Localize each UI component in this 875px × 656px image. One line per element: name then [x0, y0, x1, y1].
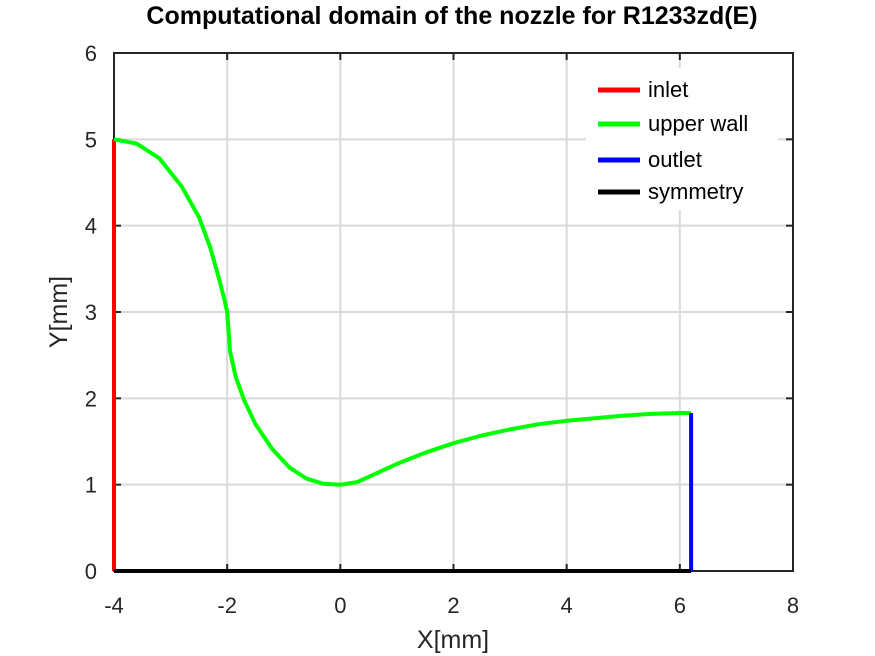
- legend-label-upper-wall: upper wall: [648, 111, 748, 136]
- y-tick-label: 4: [85, 214, 97, 239]
- x-tick-label: 6: [674, 593, 686, 618]
- series-line-upper-wall: [113, 137, 692, 487]
- y-tick-label: 1: [85, 473, 97, 498]
- y-tick-label: 5: [85, 127, 97, 152]
- x-tick-label: 2: [447, 593, 459, 618]
- legend-label-inlet: inlet: [648, 77, 688, 102]
- series-group: [112, 137, 694, 573]
- legend-label-outlet: outlet: [648, 147, 702, 172]
- legend-label-symmetry: symmetry: [648, 179, 743, 204]
- legend: inlet upper wall outlet symmetry: [586, 68, 778, 210]
- y-axis-label: Y[mm]: [45, 276, 73, 348]
- y-tick-label: 2: [85, 386, 97, 411]
- x-axis-label: X[mm]: [417, 626, 489, 654]
- x-tick-label: 0: [334, 593, 346, 618]
- x-tick-label: -4: [104, 593, 124, 618]
- y-tick-label: 6: [85, 41, 97, 66]
- x-tick-label: -2: [217, 593, 237, 618]
- y-tick-label: 3: [85, 300, 97, 325]
- y-tick-label: 0: [85, 559, 97, 584]
- x-tick-label: 8: [787, 593, 799, 618]
- x-tick-label: 4: [561, 593, 573, 618]
- chart-title: Computational domain of the nozzle for R…: [146, 2, 757, 30]
